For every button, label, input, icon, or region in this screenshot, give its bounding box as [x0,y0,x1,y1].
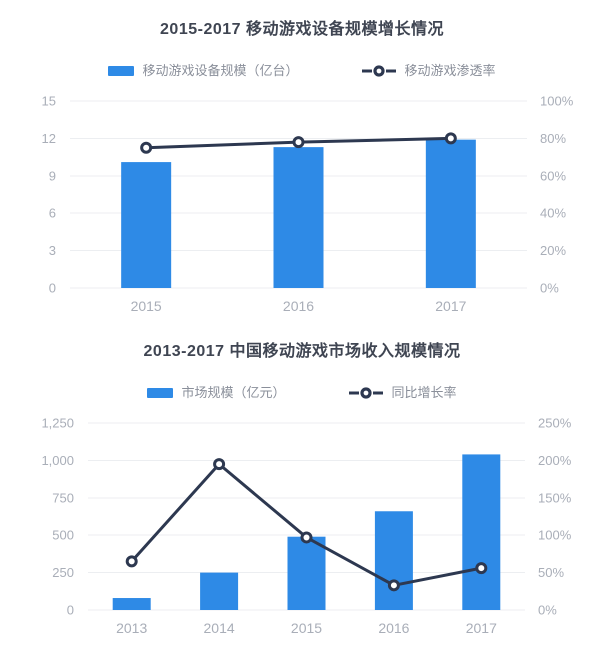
device-scale-plot: 0 0% 3 20% 6 40% 9 60% 12 80% 15 100% 2015 2016 2017 [42,94,574,315]
svg-text:1,250: 1,250 [41,416,74,431]
legend-label-yoy-growth: 同比增长率 [391,385,457,400]
chart-legend: 市场规模（亿元） 同比增长率 [0,383,604,403]
legend-label-market-scale: 市场规模（亿元） [181,385,286,400]
svg-text:20%: 20% [540,243,566,258]
legend-item-market-scale: 市场规模（亿元） [147,383,286,403]
line-series-marker-icon [361,65,397,77]
svg-text:80%: 80% [540,131,566,146]
market-revenue-plot: 0 0% 250 50% 500 100% 750 150% 1,000 200% 1,250 250… [41,416,572,637]
svg-text:2017: 2017 [435,298,466,314]
svg-text:100%: 100% [540,94,574,109]
svg-text:250%: 250% [538,416,572,431]
legend-item-penetration-rate: 移动游戏渗透率 [361,61,496,81]
svg-text:150%: 150% [538,490,572,505]
svg-text:500: 500 [52,528,74,543]
svg-text:2016: 2016 [283,298,314,314]
svg-text:15: 15 [42,94,56,109]
chart-legend: 移动游戏设备规模（亿台） 移动游戏渗透率 [0,61,604,81]
svg-text:1,000: 1,000 [41,453,74,468]
legend-label-device-scale: 移动游戏设备规模（亿台） [142,63,299,78]
svg-text:40%: 40% [540,206,566,221]
bar-series-swatch-icon [108,66,135,76]
chart-title-device-scale: 2015-2017 移动游戏设备规模增长情况 [160,21,444,38]
svg-text:3: 3 [49,243,56,258]
svg-text:100%: 100% [538,528,572,543]
svg-text:12: 12 [42,131,56,146]
chart-section-device-scale: 2015-2017 移动游戏设备规模增长情况 移动游戏设备规模（亿台） 移动游戏… [0,21,604,315]
svg-text:60%: 60% [540,168,566,183]
legend-item-yoy-growth: 同比增长率 [348,383,457,403]
svg-text:50%: 50% [538,565,564,580]
legend-item-device-scale: 移动游戏设备规模（亿台） [108,61,299,81]
svg-text:0%: 0% [538,603,557,618]
svg-text:2013: 2013 [116,620,147,636]
chart-section-market-revenue: 2013-2017 中国移动游戏市场收入规模情况 市场规模（亿元） 同比增长率 … [0,330,604,650]
svg-text:9: 9 [49,168,56,183]
svg-text:0: 0 [67,603,74,618]
legend-label-penetration-rate: 移动游戏渗透率 [404,63,496,78]
svg-text:2014: 2014 [204,620,235,636]
svg-text:2016: 2016 [378,620,409,636]
svg-text:750: 750 [52,490,74,505]
svg-text:0: 0 [49,281,56,296]
chart-title-market-revenue: 2013-2017 中国移动游戏市场收入规模情况 [143,343,461,360]
bar-series-swatch-icon [147,388,174,398]
svg-text:2015: 2015 [291,620,322,636]
svg-text:250: 250 [52,565,74,580]
svg-text:0%: 0% [540,281,559,296]
svg-text:200%: 200% [538,453,572,468]
svg-text:2017: 2017 [466,620,497,636]
svg-text:2015: 2015 [131,298,162,314]
svg-text:6: 6 [49,206,56,221]
line-series-marker-icon [348,387,384,399]
